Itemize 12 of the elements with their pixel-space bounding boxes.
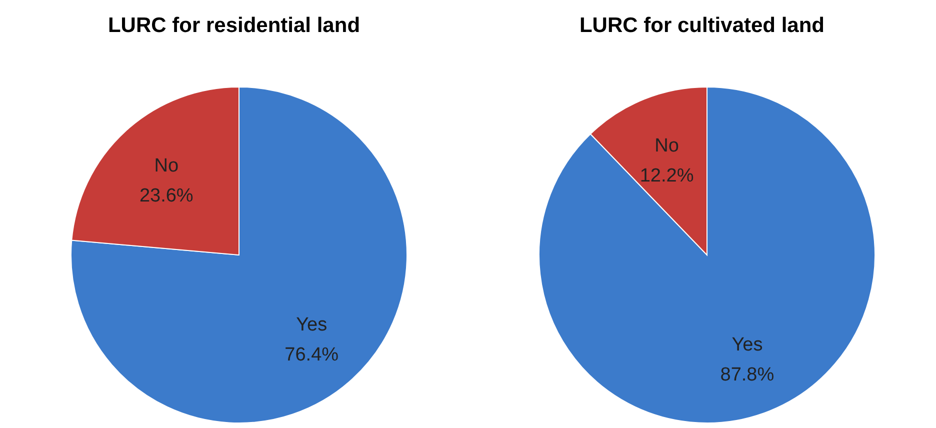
slice-label: Yes xyxy=(296,314,328,336)
data-label: 76.4% xyxy=(284,344,339,366)
pie-slice xyxy=(70,86,408,424)
chart-title: LURC for residential land xyxy=(106,14,362,38)
data-label: 87.8% xyxy=(720,364,774,386)
slice-label: No xyxy=(154,156,179,177)
data-label: 23.6% xyxy=(139,186,194,207)
pie-slice xyxy=(538,86,876,424)
slice-label: No xyxy=(654,135,679,156)
chart-title: LURC for cultivated land xyxy=(578,14,826,38)
data-label: 12.2% xyxy=(640,165,694,186)
slice-label: Yes xyxy=(732,334,763,356)
